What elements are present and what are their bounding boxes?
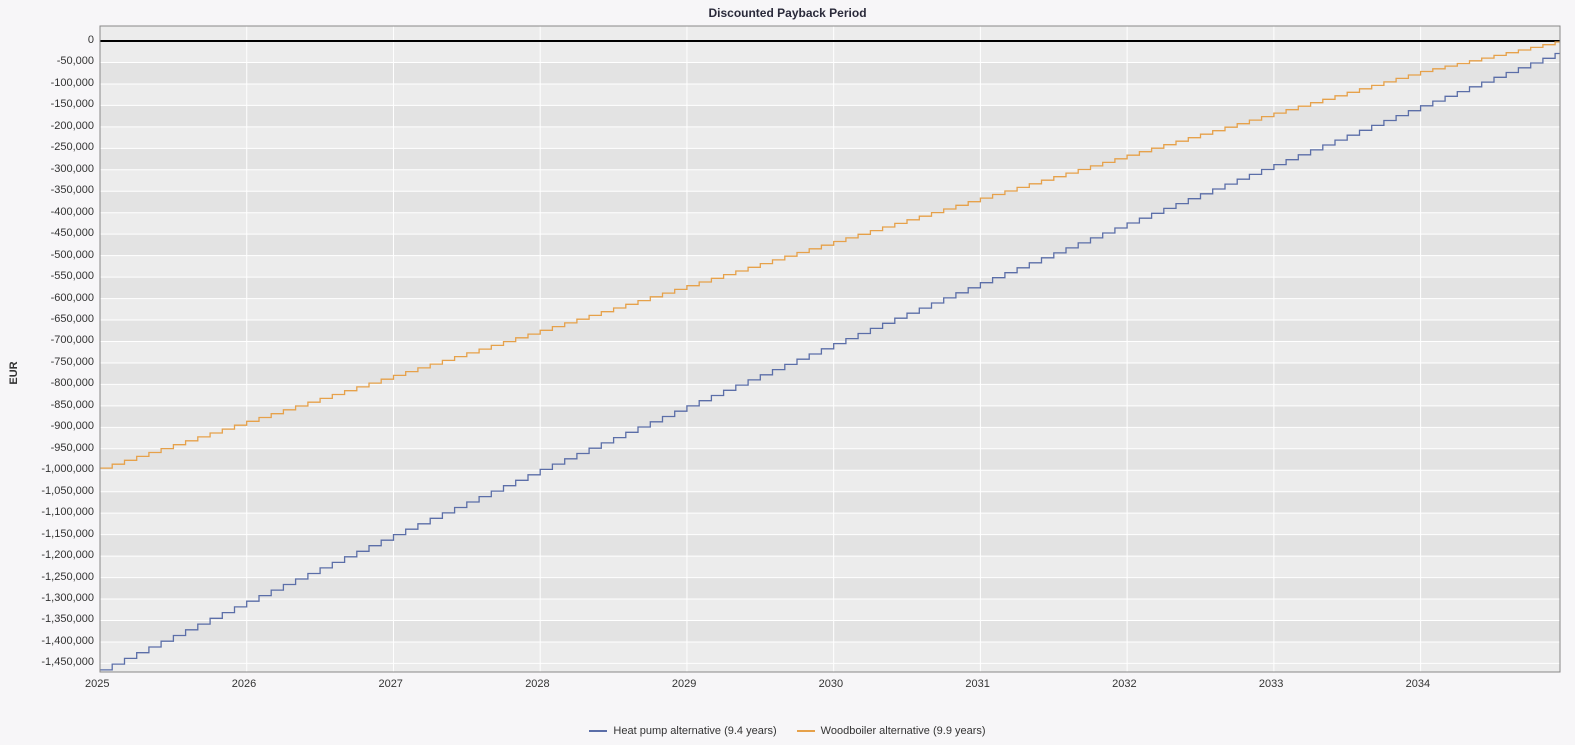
payback-chart: Discounted Payback Period EUR Heat pump … [0, 0, 1575, 745]
y-tick-label: -850,000 [14, 399, 94, 411]
x-tick-label: 2029 [672, 678, 696, 690]
y-tick-label: -550,000 [14, 270, 94, 282]
x-tick-label: 2033 [1259, 678, 1283, 690]
x-tick-label: 2031 [965, 678, 989, 690]
y-tick-label: -1,000,000 [14, 463, 94, 475]
y-tick-label: -350,000 [14, 184, 94, 196]
legend-label: Woodboiler alternative (9.9 years) [821, 725, 986, 737]
y-tick-label: -150,000 [14, 98, 94, 110]
y-tick-label: -500,000 [14, 249, 94, 261]
y-tick-label: -50,000 [14, 55, 94, 67]
y-tick-label: -900,000 [14, 420, 94, 432]
y-tick-label: -250,000 [14, 141, 94, 153]
legend-swatch [797, 730, 815, 732]
y-tick-label: -600,000 [14, 292, 94, 304]
legend-item-woodboiler: Woodboiler alternative (9.9 years) [797, 725, 986, 737]
y-tick-label: -1,250,000 [14, 571, 94, 583]
y-tick-label: -300,000 [14, 163, 94, 175]
x-tick-label: 2028 [525, 678, 549, 690]
y-tick-label: -1,150,000 [14, 528, 94, 540]
y-tick-label: -700,000 [14, 334, 94, 346]
chart-legend: Heat pump alternative (9.4 years) Woodboi… [0, 723, 1575, 737]
y-tick-label: -950,000 [14, 442, 94, 454]
legend-label: Heat pump alternative (9.4 years) [613, 725, 776, 737]
x-tick-label: 2034 [1406, 678, 1430, 690]
x-tick-label: 2027 [378, 678, 402, 690]
y-tick-label: -1,400,000 [14, 635, 94, 647]
y-tick-label: -1,350,000 [14, 613, 94, 625]
chart-plot-svg [0, 0, 1575, 745]
y-tick-label: -800,000 [14, 377, 94, 389]
x-tick-label: 2025 [85, 678, 109, 690]
x-tick-label: 2032 [1112, 678, 1136, 690]
legend-swatch [589, 730, 607, 732]
y-tick-label: -1,050,000 [14, 485, 94, 497]
y-tick-label: -1,450,000 [14, 656, 94, 668]
legend-item-heat_pump: Heat pump alternative (9.4 years) [589, 725, 776, 737]
x-tick-label: 2026 [232, 678, 256, 690]
y-tick-label: -1,200,000 [14, 549, 94, 561]
y-tick-label: -650,000 [14, 313, 94, 325]
y-tick-label: -400,000 [14, 206, 94, 218]
y-tick-label: -1,300,000 [14, 592, 94, 604]
x-tick-label: 2030 [819, 678, 843, 690]
y-tick-label: 0 [14, 34, 94, 46]
y-tick-label: -200,000 [14, 120, 94, 132]
y-tick-label: -100,000 [14, 77, 94, 89]
y-tick-label: -1,100,000 [14, 506, 94, 518]
y-tick-label: -750,000 [14, 356, 94, 368]
y-tick-label: -450,000 [14, 227, 94, 239]
